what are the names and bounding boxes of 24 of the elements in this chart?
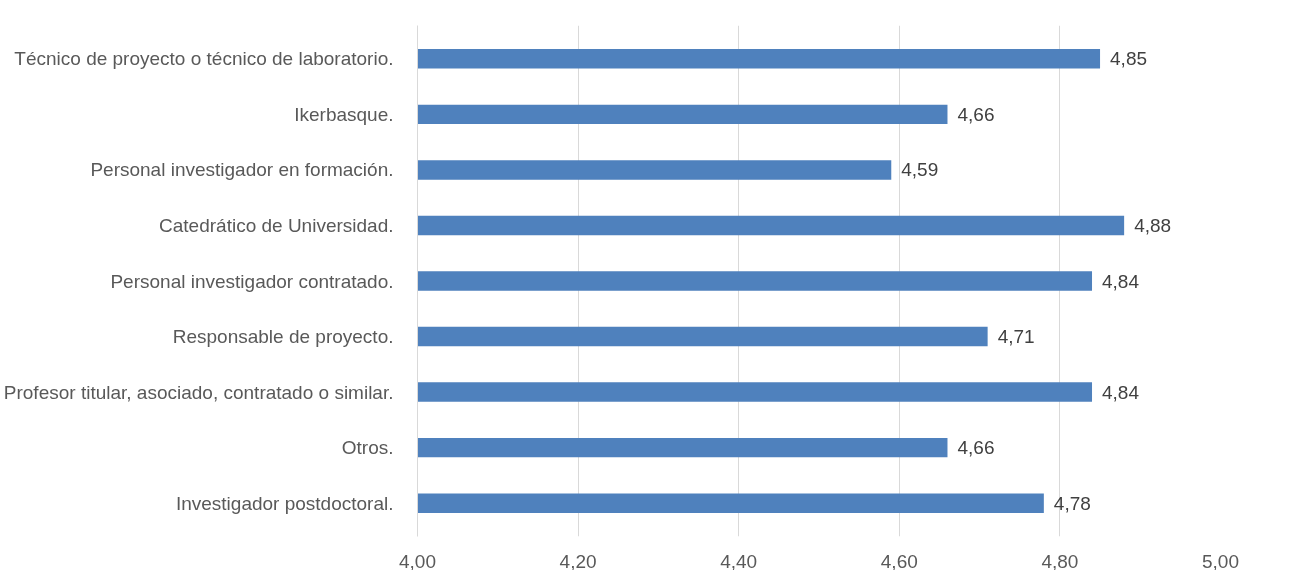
- x-tick-label: 5,00: [1202, 550, 1239, 572]
- y-tick-label: Personal investigador contratado.: [110, 270, 394, 292]
- y-tick-label: Técnico de proyecto o técnico de laboratorio.: [14, 48, 394, 70]
- data-label: 4,84: [1102, 381, 1140, 403]
- y-tick-label: Investigador postdoctoral.: [175, 492, 394, 514]
- data-label: 4,84: [1102, 270, 1140, 292]
- y-tick-label: Catedrático de Universidad.: [159, 214, 394, 236]
- x-tick-label: 4,80: [1041, 550, 1079, 572]
- x-tick-label: 4,20: [559, 550, 597, 572]
- data-label: 4,59: [901, 159, 939, 181]
- x-tick-label: 4,40: [720, 550, 758, 572]
- x-tick-label: 4,00: [399, 550, 436, 572]
- y-tick-label: Otros.: [341, 437, 394, 459]
- data-label: 4,85: [1110, 48, 1148, 70]
- y-tick-label: Ikerbasque.: [294, 103, 394, 125]
- data-label: 4,71: [997, 326, 1035, 348]
- x-tick-label: 4,60: [880, 550, 918, 572]
- data-label: 4,66: [957, 437, 995, 459]
- y-tick-label: Profesor titular, asociado, contratado o similar.: [3, 381, 394, 403]
- y-tick-label: Personal investigador en formación.: [90, 159, 394, 181]
- data-label: 4,66: [957, 103, 995, 125]
- data-label: 4,88: [1134, 214, 1172, 236]
- y-tick-label: Responsable de proyecto.: [172, 326, 394, 348]
- data-label: 4,78: [1053, 492, 1091, 514]
